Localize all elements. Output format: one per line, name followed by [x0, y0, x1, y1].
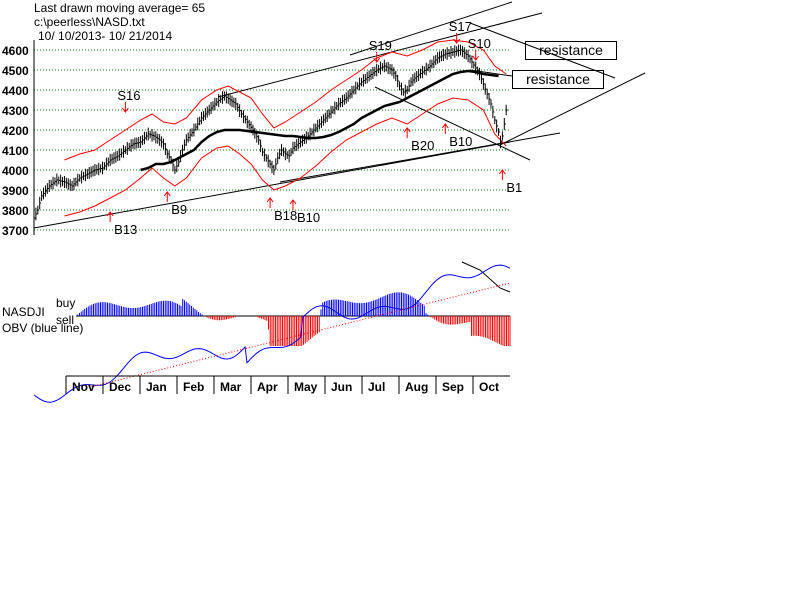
- month-label: Dec: [109, 380, 131, 394]
- buy-label: buy: [56, 296, 75, 310]
- trendline-top-steep: [349, 1, 513, 56]
- buy-signal-label: B13: [114, 222, 137, 237]
- sell-arrow: [373, 52, 381, 63]
- trendline-support: [33, 141, 511, 229]
- buy-signal-label: B10: [449, 134, 472, 149]
- buy-arrow: [106, 211, 114, 222]
- buy-arrow: [266, 197, 274, 208]
- y-tick-label: 4300: [2, 104, 29, 118]
- sell-arrow: [453, 33, 461, 44]
- month-label: Feb: [183, 380, 204, 394]
- y-tick-label: 4500: [2, 64, 29, 78]
- trendline-res-pointer2: [469, 69, 513, 77]
- buy-arrow: [289, 199, 297, 210]
- date-range: 10/ 10/2013- 10/ 21/2014: [38, 29, 173, 43]
- y-tick-label: 3700: [2, 224, 29, 238]
- data-file-path: c:\peerless\NASD.txt: [34, 15, 145, 29]
- y-tick-label: 4100: [2, 144, 29, 158]
- buy-signal-label: B1: [506, 180, 522, 195]
- buy-signal-label: B18: [274, 208, 297, 223]
- oscillator-panel: [76, 261, 511, 346]
- month-label: May: [294, 380, 318, 394]
- buy-signal-label: B20: [411, 138, 434, 153]
- y-tick-label: 3900: [2, 184, 29, 198]
- sell-label: sell: [56, 313, 74, 327]
- buy-arrow: [498, 169, 506, 180]
- obv-line: [33, 264, 511, 403]
- y-tick-label: 4600: [2, 44, 29, 58]
- sell-signal-label: S17: [449, 19, 472, 34]
- y-tick-label: 4400: [2, 84, 29, 98]
- month-label: Nov: [72, 380, 95, 394]
- month-label: Jul: [368, 380, 385, 394]
- grid-lines: [34, 49, 510, 231]
- resistance-label-upper: resistance: [525, 41, 617, 60]
- trendline-rising: [279, 132, 561, 183]
- chart-subtitle-ma: Last drawn moving average= 65: [34, 1, 206, 15]
- buy-arrow: [441, 123, 449, 134]
- sell-signal-label: S10: [468, 36, 491, 51]
- resistance-label-lower: resistance: [512, 70, 604, 89]
- month-label: Mar: [220, 380, 242, 394]
- trendline-long-rising: [499, 72, 646, 146]
- month-label: Oct: [479, 380, 499, 394]
- sell-signal-label: S19: [369, 38, 392, 53]
- x-axis-months: Nov Dec Jan Feb Mar Apr May Jun Jul Aug Sep Oct: [65, 375, 510, 394]
- obv-panel: [33, 264, 511, 403]
- trendline-upper-channel: [217, 12, 543, 98]
- buy-arrow: [163, 191, 171, 202]
- month-label: Jun: [331, 380, 352, 394]
- sell-arrow: [472, 50, 480, 61]
- obv-label: OBV (blue line): [2, 321, 83, 335]
- month-label: Sep: [442, 380, 464, 394]
- price-bars: [33, 44, 508, 222]
- month-label: Apr: [257, 380, 278, 394]
- sell-arrow: [121, 102, 129, 113]
- sell-signal-label: S16: [117, 88, 140, 103]
- y-tick-label: 3800: [2, 204, 29, 218]
- month-label: Jan: [146, 380, 167, 394]
- moving-average-65: [140, 69, 499, 172]
- ma65-line: [140, 69, 499, 172]
- trendline-descending-1: [374, 86, 531, 161]
- y-axis: 3700 3800 3900 4000 4100 4200 4300 4400 4500 4600: [2, 40, 35, 238]
- month-label: Aug: [405, 380, 428, 394]
- buy-signal-label: B9: [171, 202, 187, 217]
- y-tick-label: 4000: [2, 164, 29, 178]
- oscillator-trendline: [461, 261, 511, 293]
- buy-signal-label: B10: [297, 210, 320, 225]
- trendline-res-pointer1: [469, 22, 616, 79]
- bollinger-bands: [64, 39, 507, 217]
- lower-band-line: [64, 97, 507, 217]
- trend-lines: [33, 1, 646, 229]
- buy-arrow: [403, 127, 411, 138]
- y-tick-label: 4200: [2, 124, 29, 138]
- upper-band-line: [64, 39, 507, 161]
- indicator-name: NASDJI: [2, 305, 45, 319]
